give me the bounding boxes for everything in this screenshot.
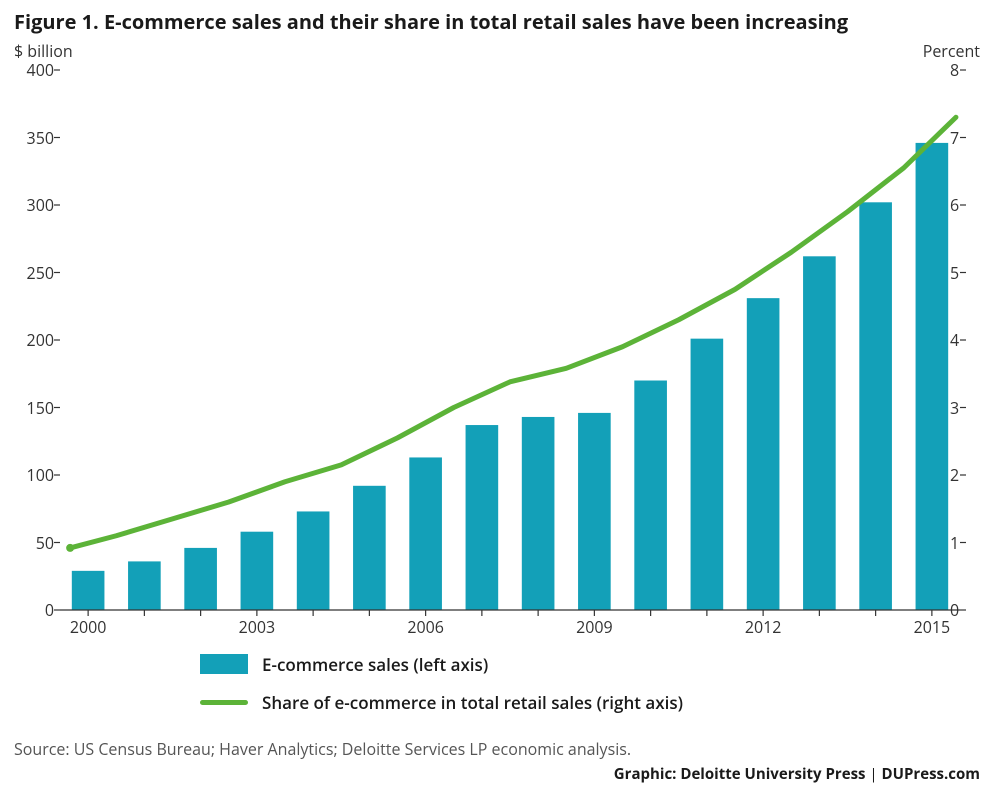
credit-sep: | xyxy=(866,764,882,784)
xtick: 2006 xyxy=(407,616,444,638)
ytick-left: 150 xyxy=(14,397,54,419)
legend-swatch-bar xyxy=(200,654,248,674)
xtick: 2009 xyxy=(576,616,613,638)
chart-svg xyxy=(60,70,960,610)
figure-container: Figure 1. E-commerce sales and their sha… xyxy=(0,0,1000,792)
ytick-left: 250 xyxy=(14,262,54,284)
bar xyxy=(466,425,499,610)
ytick-left: 0 xyxy=(14,599,54,621)
line-start-dot xyxy=(66,544,74,552)
bar xyxy=(184,548,217,610)
credit-site: DUPress.com xyxy=(882,764,980,784)
bar xyxy=(72,571,105,610)
legend-row-bars: E-commerce sales (left axis) xyxy=(200,652,683,676)
ytick-left: 400 xyxy=(14,59,54,81)
legend: E-commerce sales (left axis) Share of e-… xyxy=(200,652,683,728)
source-text: Source: US Census Bureau; Haver Analytic… xyxy=(14,738,631,760)
bar xyxy=(128,561,161,610)
bar xyxy=(297,511,330,610)
ytick-left: 50 xyxy=(14,532,54,554)
bar xyxy=(859,202,892,610)
bar xyxy=(747,298,780,610)
ytick-left: 100 xyxy=(14,464,54,486)
figure-title: Figure 1. E-commerce sales and their sha… xyxy=(14,8,848,35)
credit-text: Graphic: Deloitte University Press | DUP… xyxy=(614,764,980,784)
xtick: 2015 xyxy=(914,616,951,638)
bar xyxy=(241,532,274,610)
credit-strong: Graphic: Deloitte University Press xyxy=(614,764,866,784)
bar xyxy=(353,486,386,610)
xtick: 2000 xyxy=(70,616,107,638)
bar xyxy=(578,413,611,610)
bar xyxy=(409,457,442,610)
left-y-ticks: 050100150200250300350400 xyxy=(14,70,54,610)
legend-bars-label: E-commerce sales (left axis) xyxy=(262,653,488,676)
xtick: 2003 xyxy=(239,616,276,638)
bar xyxy=(634,381,667,611)
bar xyxy=(803,256,836,610)
chart-plot xyxy=(60,70,960,610)
ytick-left: 350 xyxy=(14,127,54,149)
legend-row-line: Share of e-commerce in total retail sale… xyxy=(200,690,683,714)
bar xyxy=(916,143,949,610)
bar xyxy=(522,417,555,610)
legend-swatch-line xyxy=(200,700,248,705)
bar xyxy=(691,339,724,610)
legend-line-label: Share of e-commerce in total retail sale… xyxy=(262,691,683,714)
ytick-left: 200 xyxy=(14,329,54,351)
xtick: 2012 xyxy=(745,616,782,638)
ytick-left: 300 xyxy=(14,194,54,216)
x-ticks: 2000 2003 2006 2009 2012 2015 xyxy=(60,616,960,640)
